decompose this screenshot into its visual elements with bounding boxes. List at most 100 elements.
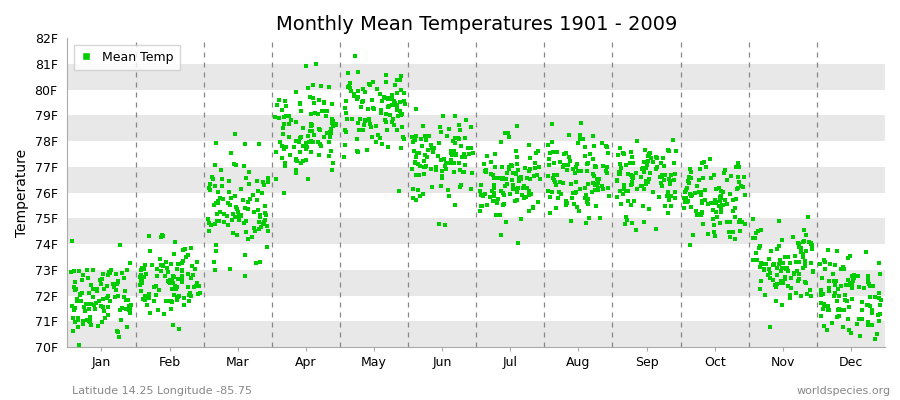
- Point: [806, 242, 820, 248]
- Point: [107, 294, 122, 301]
- Point: [323, 129, 338, 135]
- Point: [680, 194, 694, 201]
- Point: [728, 214, 742, 220]
- Point: [509, 161, 524, 168]
- Point: [655, 171, 670, 178]
- Point: [646, 158, 661, 165]
- Point: [621, 171, 635, 178]
- Point: [533, 176, 547, 183]
- Point: [589, 203, 603, 209]
- Point: [706, 172, 721, 178]
- Point: [644, 149, 658, 156]
- Point: [390, 90, 404, 96]
- Point: [857, 285, 871, 291]
- Point: [227, 161, 241, 167]
- Point: [154, 234, 168, 240]
- Point: [691, 210, 706, 217]
- Point: [653, 180, 668, 187]
- Point: [302, 128, 317, 134]
- Point: [806, 268, 820, 274]
- Point: [394, 111, 409, 118]
- Point: [678, 189, 692, 195]
- Bar: [68, 90, 885, 116]
- Point: [677, 205, 691, 211]
- Point: [417, 164, 431, 170]
- Point: [729, 185, 743, 192]
- Point: [749, 250, 763, 256]
- Point: [762, 256, 777, 263]
- Point: [366, 106, 381, 112]
- Point: [202, 180, 217, 187]
- Point: [394, 112, 409, 119]
- Bar: [68, 321, 885, 347]
- Point: [84, 301, 98, 307]
- Point: [804, 240, 818, 246]
- Point: [614, 201, 628, 208]
- Point: [445, 150, 459, 156]
- Point: [114, 270, 129, 276]
- Point: [412, 150, 427, 156]
- Point: [343, 85, 357, 91]
- Point: [846, 276, 860, 283]
- Point: [865, 307, 879, 314]
- Point: [165, 286, 179, 293]
- Point: [783, 260, 797, 266]
- Point: [733, 228, 747, 234]
- Point: [272, 115, 286, 122]
- Point: [182, 292, 196, 298]
- Point: [457, 169, 472, 176]
- Point: [694, 188, 708, 195]
- Point: [658, 203, 672, 210]
- Point: [789, 290, 804, 296]
- Point: [586, 156, 600, 163]
- Point: [374, 140, 389, 147]
- Point: [580, 161, 594, 167]
- Point: [208, 162, 222, 168]
- Point: [101, 312, 115, 318]
- Point: [107, 284, 122, 290]
- Point: [381, 144, 395, 150]
- Point: [639, 181, 653, 187]
- Point: [444, 157, 458, 163]
- Point: [236, 197, 250, 203]
- Point: [573, 132, 588, 138]
- Point: [796, 239, 810, 246]
- Point: [365, 79, 380, 86]
- Point: [666, 177, 680, 183]
- Point: [275, 125, 290, 131]
- Point: [101, 293, 115, 299]
- Point: [685, 192, 699, 198]
- Point: [424, 166, 438, 172]
- Point: [526, 173, 541, 179]
- Point: [166, 322, 180, 328]
- Point: [454, 143, 468, 149]
- Point: [137, 266, 151, 272]
- Point: [569, 189, 583, 196]
- Point: [211, 210, 225, 217]
- Point: [774, 268, 788, 274]
- Point: [625, 181, 639, 187]
- Point: [769, 284, 783, 290]
- Point: [498, 130, 512, 136]
- Point: [140, 292, 155, 299]
- Point: [304, 110, 319, 117]
- Point: [84, 322, 98, 328]
- Point: [776, 260, 790, 266]
- Point: [230, 209, 245, 215]
- Point: [523, 176, 537, 182]
- Point: [292, 139, 306, 146]
- Point: [487, 185, 501, 191]
- Point: [846, 278, 860, 284]
- Point: [680, 199, 694, 206]
- Point: [861, 281, 876, 287]
- Point: [498, 183, 512, 190]
- Point: [627, 198, 642, 204]
- Point: [855, 299, 869, 306]
- Point: [222, 178, 237, 184]
- Point: [184, 274, 199, 281]
- Point: [338, 129, 353, 136]
- Point: [383, 95, 398, 101]
- Point: [549, 182, 563, 188]
- Point: [363, 121, 377, 128]
- Point: [454, 154, 469, 160]
